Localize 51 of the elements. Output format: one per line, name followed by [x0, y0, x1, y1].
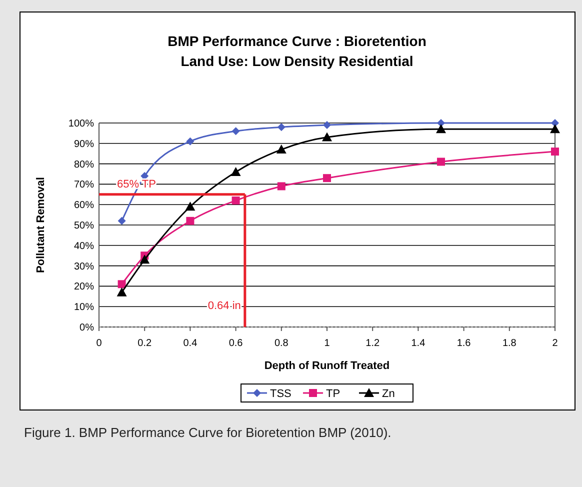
y-tick-label: 80% — [74, 159, 94, 170]
x-tick-label: 0 — [96, 338, 102, 349]
point — [118, 280, 126, 288]
point — [277, 123, 286, 132]
point — [186, 137, 194, 146]
point — [323, 121, 331, 130]
point — [118, 216, 126, 225]
y-tick-label: 40% — [74, 240, 94, 252]
caption: Figure 1. BMP Performance Curve for Bioretention BMP (2010). — [24, 425, 392, 440]
x-tick-label: 2 — [552, 338, 558, 349]
point — [323, 174, 331, 182]
chart-title: BMP Performance Curve : Bioretention Land Use: Low Density Residential — [168, 33, 426, 69]
point — [140, 254, 150, 264]
point — [551, 148, 559, 156]
point — [232, 127, 240, 136]
point — [436, 124, 446, 134]
y-tick-label: 30% — [74, 261, 94, 272]
y-tick-label: 70% — [74, 180, 94, 191]
y-tick-label: 90% — [74, 138, 94, 150]
x-tick-label: 1 — [324, 338, 330, 349]
x-tick-label: 0.6 — [228, 338, 244, 349]
point — [116, 287, 127, 296]
y-tick-label: 0% — [80, 322, 94, 334]
point — [232, 196, 240, 205]
y-tick-label: 60% — [74, 200, 94, 212]
x-tick-label: 1.8 — [502, 338, 517, 349]
y-tick-label: 10% — [74, 302, 94, 314]
legend-label: Zn — [382, 388, 395, 400]
point — [322, 132, 332, 142]
y-tick-label: 50% — [74, 220, 94, 232]
y-axis-title: Pollutant Removal — [35, 177, 47, 273]
x-axis-title: Depth of Runoff Treated — [264, 360, 390, 372]
legend-label: TSS — [270, 388, 292, 400]
point — [437, 158, 445, 166]
x-tick-label: 0.4 — [183, 338, 198, 349]
point — [230, 166, 241, 176]
point — [277, 182, 286, 190]
point — [437, 119, 445, 127]
point — [185, 202, 196, 211]
x-tick-label: 1.6 — [456, 338, 472, 349]
y-tick-label: 20% — [74, 282, 94, 293]
x-tick-label: 1.4 — [411, 338, 426, 349]
point — [276, 144, 286, 154]
point — [186, 216, 194, 225]
legend-label: TP — [326, 388, 340, 400]
x-tick-label: 0.8 — [274, 338, 289, 349]
y-tick-label: 100% — [68, 118, 94, 130]
x-tick-label: 0.2 — [138, 338, 152, 349]
x-tick-label: 1.2 — [366, 338, 380, 349]
point — [551, 119, 559, 127]
point — [550, 124, 560, 134]
